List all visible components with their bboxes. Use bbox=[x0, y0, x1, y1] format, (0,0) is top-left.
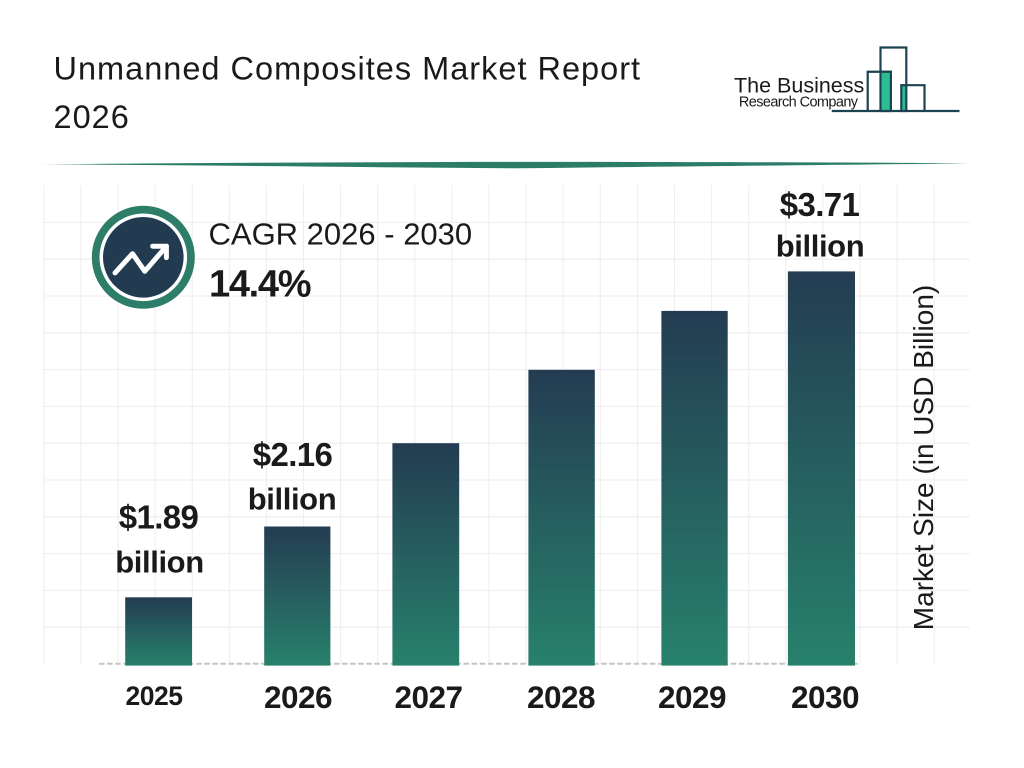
svg-text:$3.71: $3.71 bbox=[780, 186, 860, 223]
svg-text:The Business: The Business bbox=[734, 74, 864, 98]
svg-text:14.4%: 14.4% bbox=[209, 264, 311, 306]
svg-text:$1.89: $1.89 bbox=[119, 499, 199, 536]
svg-text:Research Company: Research Company bbox=[739, 95, 859, 111]
svg-text:2027: 2027 bbox=[394, 679, 462, 715]
svg-text:billion: billion bbox=[115, 545, 203, 580]
svg-text:Unmanned Composites Market Rep: Unmanned Composites Market Report bbox=[54, 51, 642, 87]
svg-text:2028: 2028 bbox=[527, 679, 595, 715]
svg-text:2025: 2025 bbox=[126, 681, 183, 711]
svg-text:2026: 2026 bbox=[54, 99, 130, 135]
svg-text:Market Size (in USD Billion): Market Size (in USD Billion) bbox=[908, 285, 939, 630]
svg-text:CAGR 2026 - 2030: CAGR 2026 - 2030 bbox=[209, 217, 473, 252]
svg-text:billion: billion bbox=[776, 229, 864, 264]
svg-text:2029: 2029 bbox=[658, 679, 726, 715]
svg-text:billion: billion bbox=[248, 482, 336, 517]
svg-text:2026: 2026 bbox=[264, 679, 332, 715]
svg-text:2030: 2030 bbox=[791, 679, 859, 715]
svg-text:$2.16: $2.16 bbox=[253, 436, 333, 473]
